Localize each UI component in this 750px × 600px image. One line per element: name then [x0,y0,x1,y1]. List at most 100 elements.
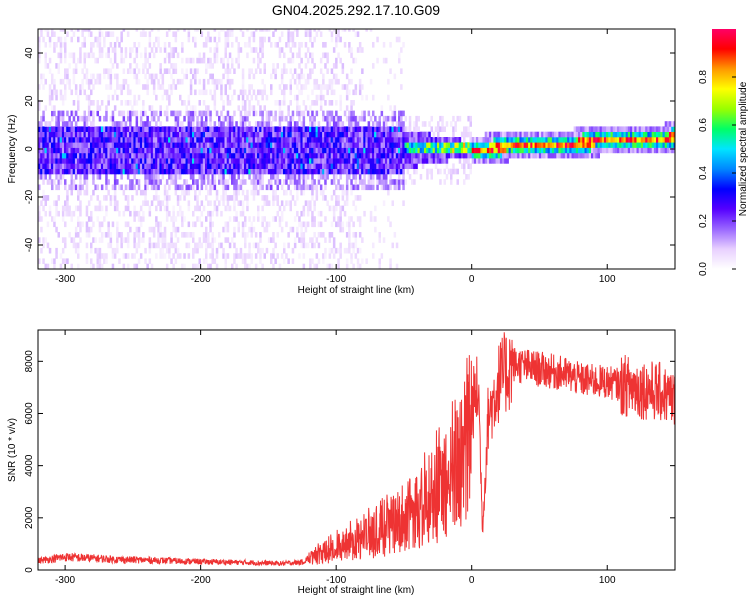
heatmap-cell [77,253,80,259]
heatmap-cell [250,152,253,159]
heatmap-cell [495,152,499,159]
heatmap-cell [356,216,360,222]
heatmap-cell [337,137,340,143]
heatmap-cell [270,158,273,164]
heatmap-cell [287,152,290,159]
heatmap-cell [441,152,444,159]
heatmap-cell [335,184,338,191]
heatmap-cell [380,131,384,138]
heatmap-cell [612,142,616,148]
heatmap-cell [176,226,180,233]
heatmap-cell [220,147,223,154]
heatmap-cell [192,210,195,217]
heatmap-cell [558,147,561,154]
heatmap-cell [113,142,117,148]
heatmap-cell [187,152,191,159]
heatmap-cell [220,137,223,143]
heatmap-cell [48,152,52,159]
heatmap-cell [632,142,635,148]
heatmap-cell [241,221,245,228]
heatmap-cell [92,121,95,127]
heatmap-cell [100,158,104,164]
heatmap-cell [244,242,247,249]
heatmap-cell [226,152,230,159]
heatmap-cell [103,152,106,159]
heatmap-cell [393,137,397,143]
heatmap-cell [157,221,160,228]
heatmap-cell [337,179,340,185]
heatmap-cell [222,184,225,191]
heatmap-cell [181,121,184,127]
heatmap-cell [209,189,212,196]
heatmap-cell [450,137,453,143]
heatmap-cell [66,126,69,132]
heatmap-cell [545,131,548,138]
heatmap-cell [612,137,616,143]
heatmap-cell [296,195,299,201]
heatmap-cell [211,247,214,254]
heatmap-cell [324,174,327,180]
heatmap-cell [68,205,71,212]
heatmap-cell [244,158,247,164]
heatmap-cell [261,147,264,154]
heatmap-cell [118,163,121,169]
heatmap-cell [378,152,381,159]
heatmap-cell [363,163,366,169]
heatmap-cell [257,121,260,127]
heatmap-cell [408,126,412,132]
heatmap-cell [491,147,494,154]
heatmap-cell [200,137,204,143]
heatmap-cell [463,179,466,185]
heatmap-cell [90,100,93,106]
heatmap-cell [604,147,607,154]
heatmap-cell [326,158,329,164]
heatmap-cell [181,137,184,143]
heatmap-cell [391,110,394,117]
heatmap-cell [673,131,675,138]
heatmap-cell [311,121,314,127]
heatmap-cell [330,31,334,37]
heatmap-cell [94,247,97,254]
heatmap-cell [348,29,351,32]
heatmap-cell [339,163,342,169]
heatmap-cell [226,163,230,169]
heatmap-cell [174,68,178,74]
heatmap-cell [237,253,240,259]
heatmap-cell [83,168,86,175]
heatmap-cell [254,126,258,132]
heatmap-cell [237,147,240,154]
heatmap-cell [315,163,319,169]
heatmap-cell [322,52,325,59]
heatmap-cell [131,142,134,148]
heatmap-cell [339,105,342,111]
heatmap-cell [319,210,323,217]
heatmap-cell [87,105,91,111]
heatmap-cell [187,232,191,238]
heatmap-cell [530,142,533,148]
heatmap-cell [643,147,646,154]
heatmap-cell [233,195,236,201]
heatmap-cell [274,110,277,117]
colorbar-tick-label: 0.8 [698,70,709,84]
heatmap-cell [163,47,167,53]
heatmap-cell [508,137,512,143]
heatmap-cell [187,147,191,154]
heatmap-cell [350,110,353,117]
heatmap-cell [42,158,45,164]
heatmap-cell [666,131,670,138]
heatmap-cell [660,126,663,132]
heatmap-cell [155,179,158,185]
heatmap-cell [111,221,115,228]
heatmap-cell [185,57,188,64]
heatmap-cell [198,205,201,212]
heatmap-cell [244,253,247,259]
heatmap-cell [428,121,431,127]
heatmap-cell [469,131,472,138]
heatmap-cell [152,152,156,159]
heatmap-cell [237,184,240,191]
heatmap-cell [276,126,279,132]
heatmap-cell [241,68,245,74]
heatmap-cell [218,126,221,132]
heatmap-cell [38,158,41,164]
heatmap-cell [53,179,56,185]
